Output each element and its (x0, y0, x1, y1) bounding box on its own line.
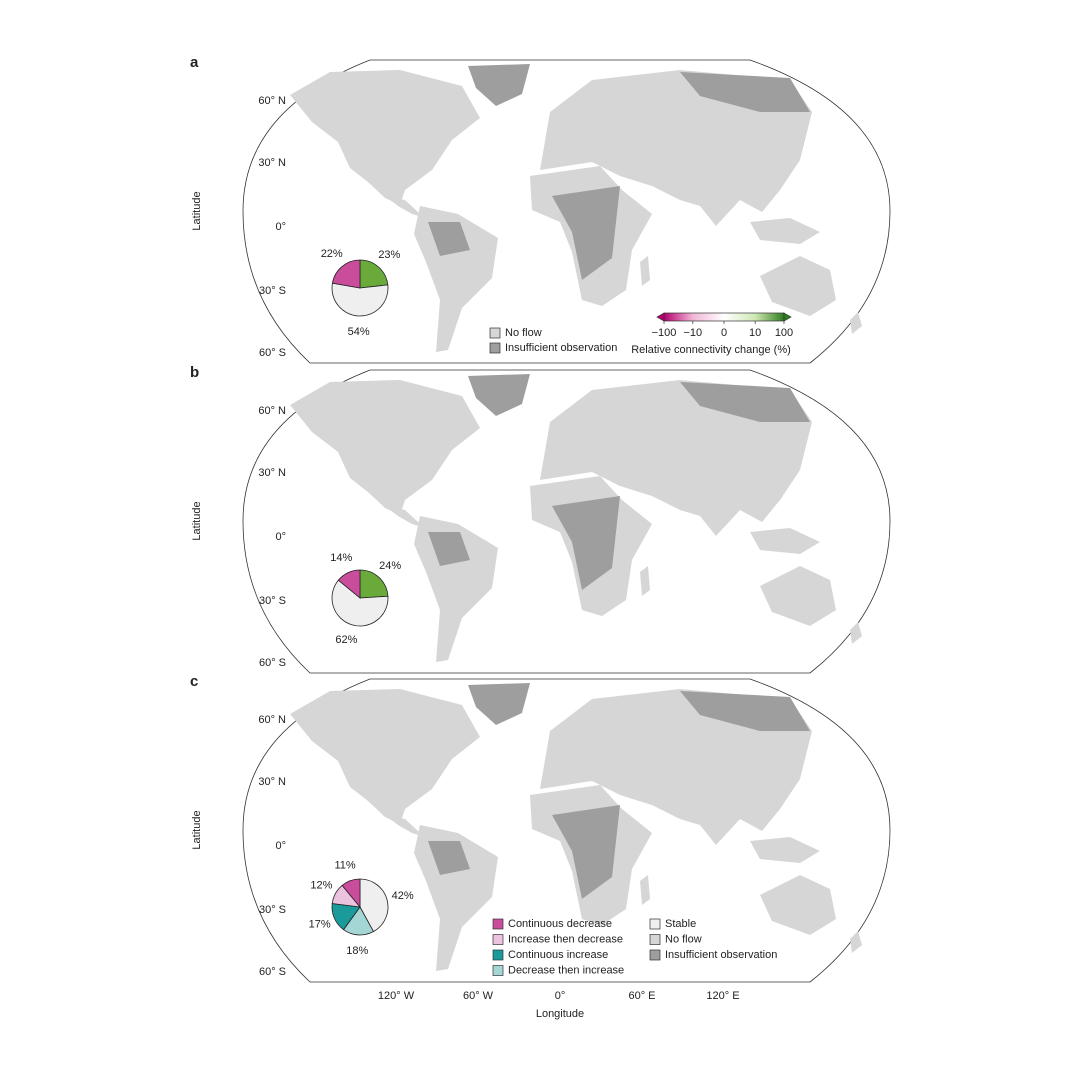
panel-letter: c (190, 673, 198, 690)
lat-tick-label: 0° (275, 840, 286, 852)
colorbar-tick-label: 100 (775, 327, 793, 339)
lon-tick-label: 120° W (378, 990, 415, 1002)
map-panel: c Latitude 60° N 30° N 0° 30° S 60° S 42% 18% 17%… (190, 673, 891, 983)
legend-label: Increase then decrease (508, 933, 623, 945)
pie-label: 24% (379, 560, 401, 572)
y-axis-label: Latitude (191, 810, 203, 849)
legend-label: No flow (665, 933, 702, 945)
colorbar-arrow (783, 312, 792, 322)
lon-tick-label: 60° E (628, 990, 655, 1002)
colorbar-arrow (656, 312, 665, 322)
colorbar-tick-label: −100 (652, 327, 677, 339)
pie-label: 17% (309, 918, 331, 930)
lat-tick-label: 60° N (258, 405, 286, 417)
lat-tick-label: 60° S (259, 657, 286, 669)
lat-tick-label: 0° (275, 221, 286, 233)
panel-letter: a (190, 54, 199, 71)
pie-slice (359, 259, 389, 289)
legend-label: Decrease then increase (508, 964, 624, 976)
panel-letter: b (190, 364, 199, 381)
pie-slice (331, 282, 389, 317)
pie-label: 23% (378, 249, 400, 261)
pie-slice (359, 569, 389, 599)
lon-tick-label: 60° W (463, 990, 494, 1002)
y-axis-label: Latitude (191, 191, 203, 230)
colorbar-tick-label: 0 (721, 327, 727, 339)
map-panel: a Latitude 60° N 30° N 0° 30° S 60° S 23% 54% 22%… (190, 54, 891, 364)
lat-tick-label: 30° N (258, 467, 286, 479)
lat-tick-label: 30° N (258, 157, 286, 169)
lat-tick-label: 60° S (259, 966, 286, 978)
legend-swatch (489, 342, 501, 354)
pie-slice (331, 259, 361, 289)
pie-slice (331, 579, 389, 627)
pie-label: 42% (392, 890, 414, 902)
lat-tick-label: 30° N (258, 776, 286, 788)
pie-label: 12% (310, 880, 332, 892)
pie-label: 22% (321, 248, 343, 260)
x-axis-label: Longitude (536, 1008, 584, 1020)
lat-tick-label: 0° (275, 531, 286, 543)
legend-swatch (649, 918, 661, 930)
pie-label: 18% (346, 945, 368, 957)
lat-tick-label: 30° S (259, 595, 286, 607)
colorbar-title: Relative connectivity change (%) (631, 344, 791, 356)
lat-tick-label: 60° N (258, 714, 286, 726)
lat-tick-label: 60° N (258, 95, 286, 107)
lat-tick-label: 30° S (259, 285, 286, 297)
legend-swatch (649, 949, 661, 961)
colorbar-tick-label: −10 (683, 327, 702, 339)
colorbar-tick-label: 10 (749, 327, 761, 339)
pie-label: 62% (335, 634, 357, 646)
pie-slice (337, 569, 361, 599)
legend-swatch (489, 327, 501, 339)
pie-label: 11% (334, 860, 355, 872)
y-axis-label: Latitude (191, 501, 203, 540)
legend-label: Continuous decrease (508, 918, 612, 930)
legend-swatch (492, 934, 504, 945)
map-panel: b Latitude 60° N 30° N 0° 30° S 60° S 24% 62% 14% (190, 364, 891, 674)
legend-label: Stable (665, 918, 696, 930)
legend-label: Continuous increase (508, 949, 608, 961)
pie-label: 54% (348, 326, 370, 338)
pie-slice (341, 878, 361, 909)
lat-tick-label: 60° S (259, 347, 286, 359)
legend-label: Insufficient observation (665, 949, 777, 961)
legend-swatch (492, 918, 504, 930)
lon-tick-label: 0° (555, 990, 566, 1002)
colorbar (663, 312, 785, 322)
pie-slice (359, 878, 389, 933)
lat-tick-label: 30° S (259, 904, 286, 916)
legend-label: Insufficient observation (505, 342, 617, 354)
legend-swatch (492, 949, 504, 961)
legend-swatch (492, 965, 504, 976)
lon-tick-label: 120° E (706, 990, 739, 1002)
panels: a Latitude 60° N 30° N 0° 30° S 60° S 23% 54% 22%… (190, 54, 891, 983)
pie-label: 14% (330, 552, 352, 564)
legend-swatch (649, 934, 661, 945)
legend-label: No flow (505, 327, 542, 339)
